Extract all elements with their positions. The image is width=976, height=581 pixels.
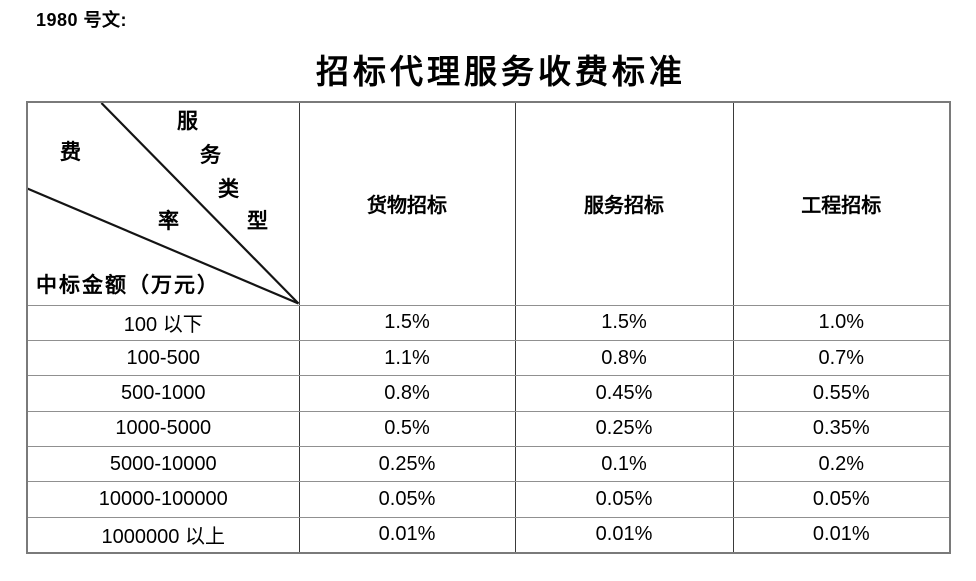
table-row: 1000000 以上 0.01% 0.01% 0.01% — [26, 516, 951, 554]
corner-service-char-4: 型 — [247, 209, 268, 233]
rate-cell: 1.0% — [732, 304, 951, 341]
rate-cell: 0.45% — [514, 375, 734, 412]
rate-cell: 1.5% — [298, 304, 516, 341]
table-row: 10000-100000 0.05% 0.05% 0.05% — [26, 481, 951, 518]
table-body: 100 以下 1.5% 1.5% 1.0% 100-500 1.1% 0.8% 0.7% 500… — [26, 304, 951, 554]
rate-cell: 0.1% — [514, 446, 734, 483]
rate-cell: 0.25% — [514, 410, 734, 448]
column-header-services-bidding: 服务招标 — [514, 101, 734, 306]
corner-fee-char-2: 率 — [158, 209, 179, 233]
column-header-goods-bidding: 货物招标 — [298, 101, 516, 306]
doc-ref: 1980 号文: — [36, 10, 128, 30]
header-row: 费 率 服 务 类 型 中标金额（万元） 货物招标 服务招标 工程招标 — [26, 101, 951, 306]
rate-cell: 1.1% — [298, 339, 516, 377]
rate-cell: 0.35% — [732, 410, 951, 448]
corner-service-char-3: 类 — [218, 177, 239, 201]
rate-cell: 0.05% — [732, 481, 951, 518]
amount-range-cell: 100-500 — [26, 339, 300, 377]
rate-cell: 0.8% — [298, 375, 516, 412]
rate-cell: 0.05% — [514, 481, 734, 518]
diagonal-header-cell: 费 率 服 务 类 型 中标金额（万元） — [26, 101, 300, 306]
table-row: 100 以下 1.5% 1.5% 1.0% — [26, 304, 951, 341]
amount-range-cell: 5000-10000 — [26, 446, 300, 483]
rate-cell: 0.5% — [298, 410, 516, 448]
amount-range-cell: 500-1000 — [26, 375, 300, 412]
column-header-works-bidding: 工程招标 — [732, 101, 951, 306]
rate-cell: 0.8% — [514, 339, 734, 377]
fee-table: 费 率 服 务 类 型 中标金额（万元） 货物招标 服务招标 工程招标 100 … — [26, 101, 951, 554]
table-row: 100-500 1.1% 0.8% 0.7% — [26, 339, 951, 377]
rate-cell: 0.7% — [732, 339, 951, 377]
corner-fee-char-1: 费 — [60, 140, 81, 164]
amount-range-cell: 10000-100000 — [26, 481, 300, 518]
rate-cell: 0.2% — [732, 446, 951, 483]
amount-range-cell: 1000000 以上 — [26, 516, 300, 554]
rate-cell: 0.25% — [298, 446, 516, 483]
table-row: 1000-5000 0.5% 0.25% 0.35% — [26, 410, 951, 448]
amount-range-cell: 100 以下 — [26, 304, 300, 341]
corner-service-char-1: 服 — [177, 109, 198, 133]
corner-service-char-2: 务 — [200, 143, 221, 167]
row-axis-label: 中标金额（万元） — [36, 273, 220, 297]
rate-cell: 1.5% — [514, 304, 734, 341]
rate-cell: 0.55% — [732, 375, 951, 412]
page-title: 招标代理服务收费标准 — [316, 55, 686, 91]
diagonal-divider-lines — [28, 103, 299, 305]
table-row: 500-1000 0.8% 0.45% 0.55% — [26, 375, 951, 412]
rate-cell: 0.01% — [514, 516, 734, 554]
table-row: 5000-10000 0.25% 0.1% 0.2% — [26, 446, 951, 483]
rate-cell: 0.01% — [298, 516, 516, 554]
amount-range-cell: 1000-5000 — [26, 410, 300, 448]
rate-cell: 0.01% — [732, 516, 951, 554]
rate-cell: 0.05% — [298, 481, 516, 518]
